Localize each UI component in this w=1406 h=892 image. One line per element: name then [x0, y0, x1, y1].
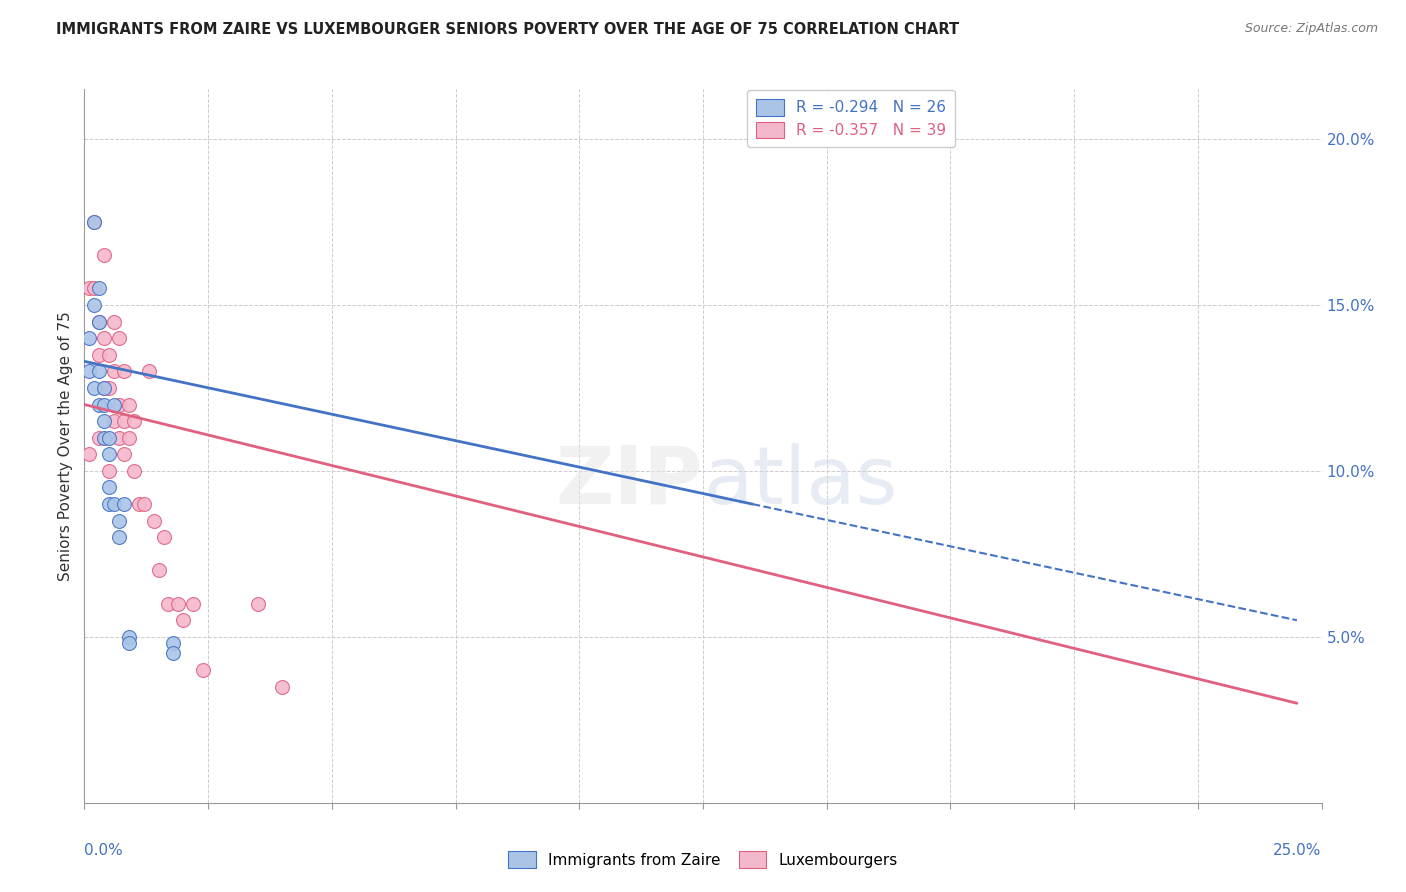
- Point: [122, 414, 145, 428]
- Point: [112, 447, 135, 461]
- Point: [79, 447, 101, 461]
- Point: [89, 397, 111, 411]
- Point: [103, 364, 125, 378]
- Point: [142, 514, 165, 528]
- Point: [172, 613, 194, 627]
- Point: [93, 414, 115, 428]
- Point: [98, 497, 121, 511]
- Point: [98, 464, 121, 478]
- Point: [108, 397, 131, 411]
- Point: [118, 630, 141, 644]
- Point: [162, 647, 184, 661]
- Point: [98, 348, 121, 362]
- Point: [108, 530, 131, 544]
- Point: [112, 497, 135, 511]
- Point: [103, 314, 125, 328]
- Point: [122, 464, 145, 478]
- Point: [103, 397, 125, 411]
- Point: [148, 564, 170, 578]
- Point: [83, 281, 105, 295]
- Point: [93, 431, 115, 445]
- Point: [132, 497, 155, 511]
- Point: [181, 597, 204, 611]
- Point: [89, 431, 111, 445]
- Point: [93, 248, 115, 262]
- Point: [108, 514, 131, 528]
- Point: [79, 281, 101, 295]
- Point: [191, 663, 214, 677]
- Y-axis label: Seniors Poverty Over the Age of 75: Seniors Poverty Over the Age of 75: [58, 311, 73, 581]
- Point: [112, 364, 135, 378]
- Point: [118, 431, 141, 445]
- Point: [152, 530, 174, 544]
- Point: [79, 364, 101, 378]
- Point: [89, 348, 111, 362]
- Point: [118, 397, 141, 411]
- Point: [89, 314, 111, 328]
- Point: [108, 331, 131, 345]
- Point: [93, 331, 115, 345]
- Point: [118, 636, 141, 650]
- Text: ZIP: ZIP: [555, 442, 703, 521]
- Point: [83, 215, 105, 229]
- Point: [246, 597, 269, 611]
- Point: [93, 381, 115, 395]
- Text: IMMIGRANTS FROM ZAIRE VS LUXEMBOURGER SENIORS POVERTY OVER THE AGE OF 75 CORRELA: IMMIGRANTS FROM ZAIRE VS LUXEMBOURGER SE…: [56, 22, 959, 37]
- Point: [98, 381, 121, 395]
- Point: [83, 215, 105, 229]
- Point: [93, 381, 115, 395]
- Point: [98, 481, 121, 495]
- Text: Source: ZipAtlas.com: Source: ZipAtlas.com: [1244, 22, 1378, 36]
- Point: [89, 281, 111, 295]
- Point: [167, 597, 190, 611]
- Point: [79, 331, 101, 345]
- Point: [138, 364, 160, 378]
- Point: [112, 414, 135, 428]
- Point: [157, 597, 180, 611]
- Point: [108, 431, 131, 445]
- Point: [93, 397, 115, 411]
- Point: [83, 298, 105, 312]
- Point: [89, 314, 111, 328]
- Legend: R = -0.294   N = 26, R = -0.357   N = 39: R = -0.294 N = 26, R = -0.357 N = 39: [747, 90, 955, 147]
- Text: atlas: atlas: [703, 442, 897, 521]
- Legend: Immigrants from Zaire, Luxembourgers: Immigrants from Zaire, Luxembourgers: [501, 844, 905, 875]
- Point: [83, 381, 105, 395]
- Point: [103, 414, 125, 428]
- Point: [103, 497, 125, 511]
- Point: [89, 364, 111, 378]
- Point: [271, 680, 294, 694]
- Point: [98, 431, 121, 445]
- Point: [128, 497, 150, 511]
- Point: [98, 447, 121, 461]
- Point: [162, 636, 184, 650]
- Text: 0.0%: 0.0%: [84, 843, 124, 858]
- Text: 25.0%: 25.0%: [1274, 843, 1322, 858]
